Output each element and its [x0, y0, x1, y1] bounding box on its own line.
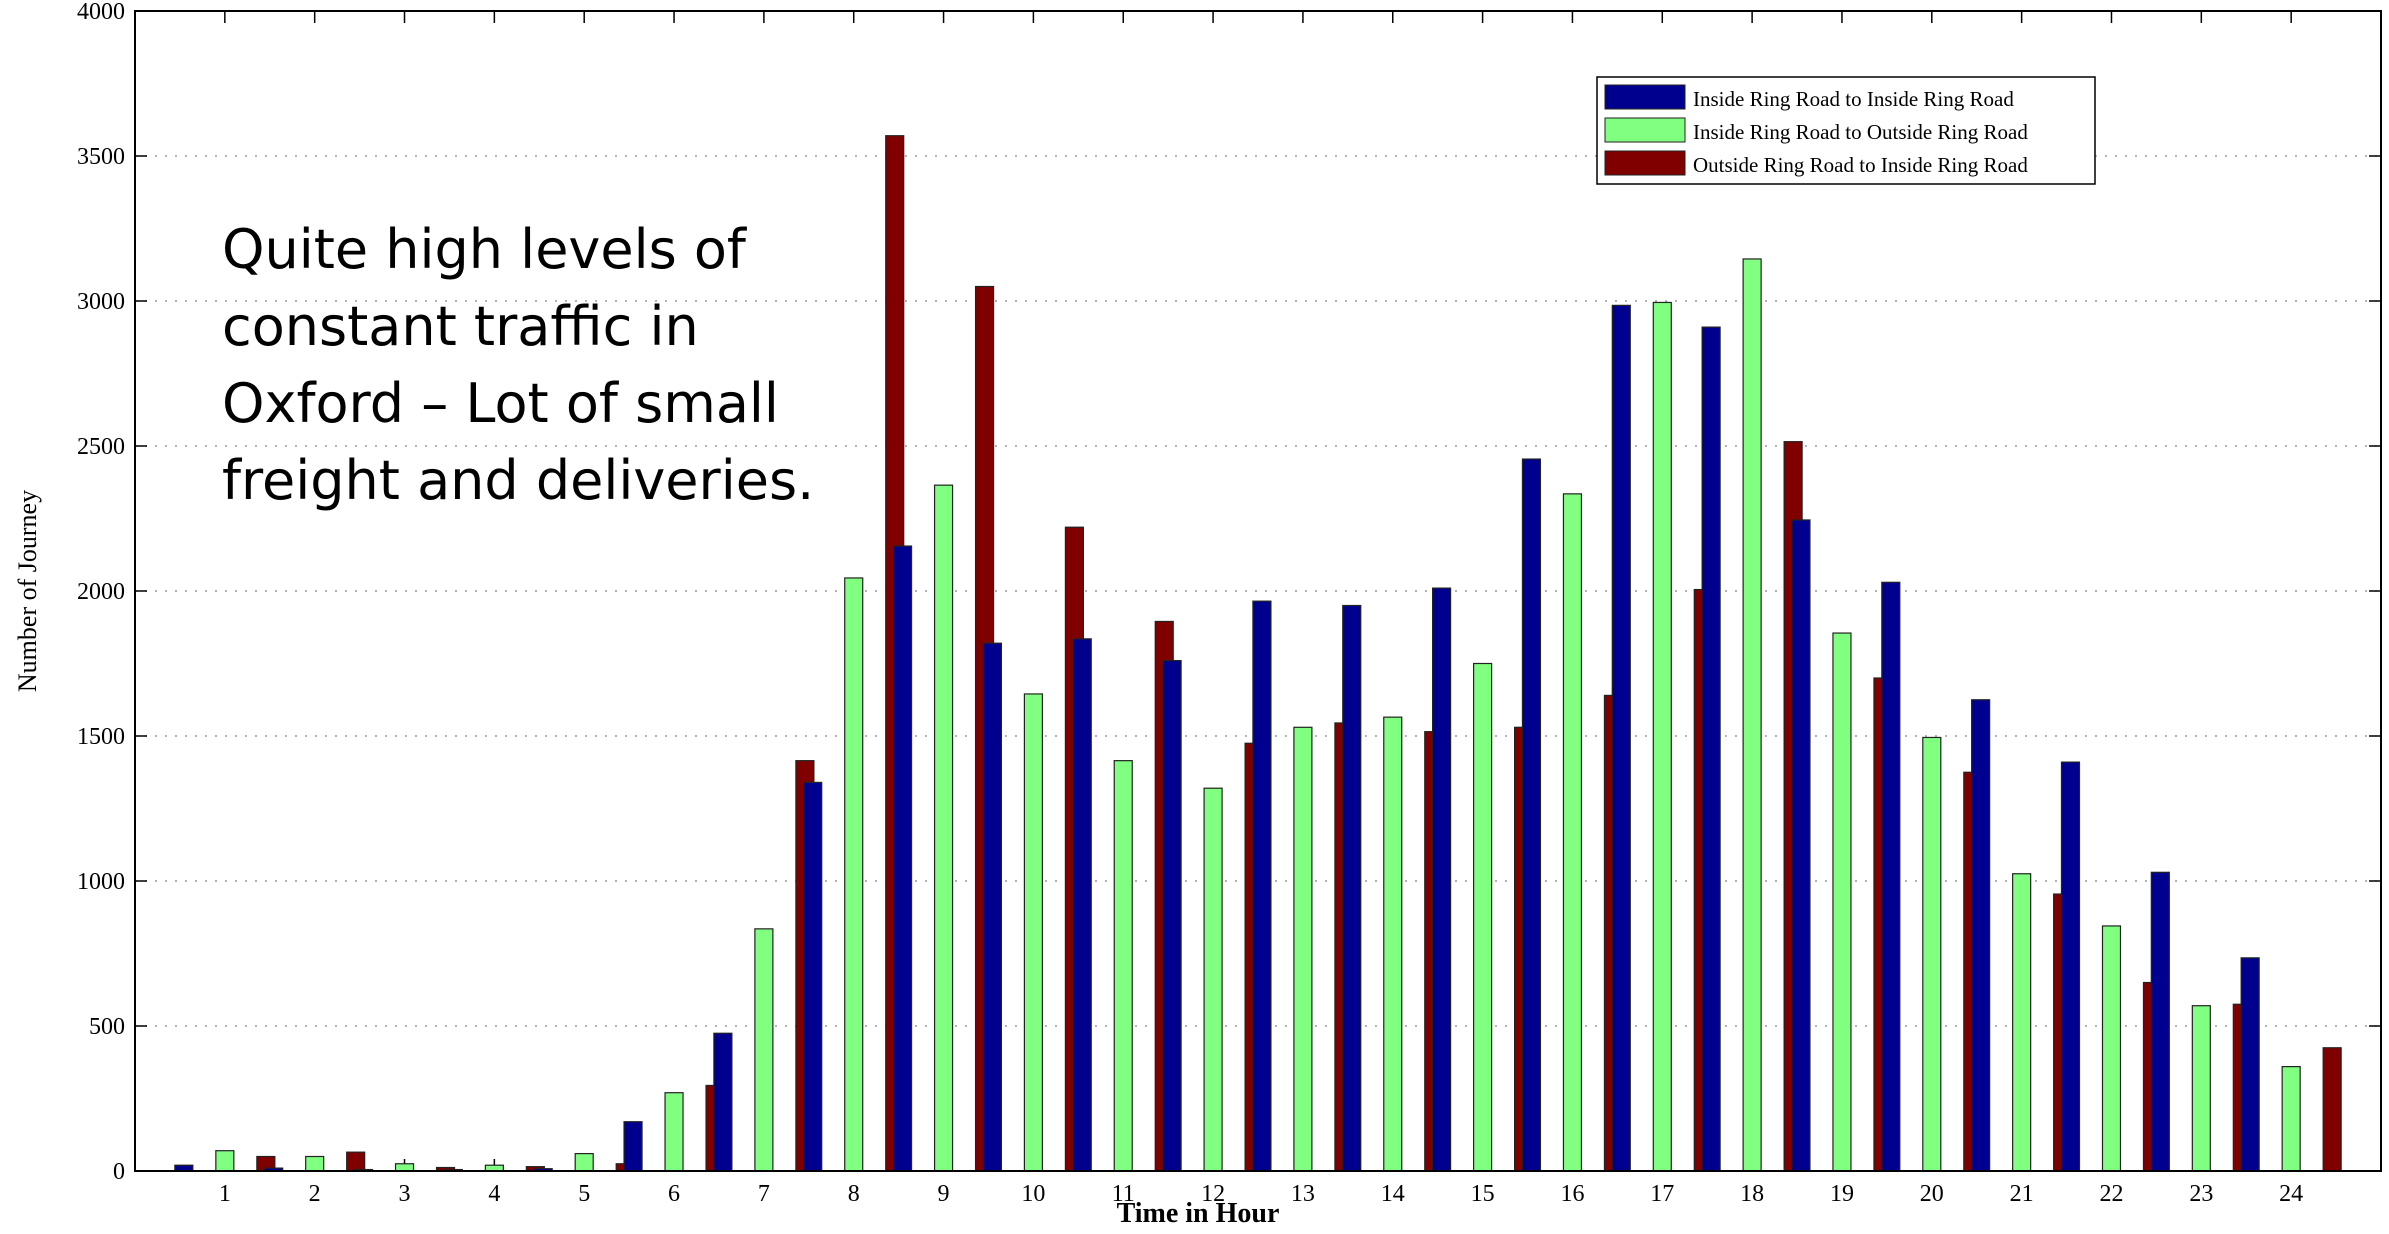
bar: [623, 1121, 643, 1172]
x-tick-label: 24: [2279, 1181, 2303, 1207]
x-tick-label: 10: [1021, 1181, 1045, 1207]
y-axis-label: Number of Journey: [13, 490, 42, 692]
x-tick-label: 9: [938, 1181, 950, 1207]
bar: [1562, 493, 1583, 1172]
bar: [2322, 1047, 2342, 1172]
x-tick-label: 19: [1830, 1181, 1854, 1207]
x-tick-label: 18: [1740, 1181, 1764, 1207]
bar: [1742, 258, 1762, 1172]
x-tick-label: 6: [668, 1181, 680, 1207]
x-tick-label: 22: [2099, 1181, 2123, 1207]
bar: [2060, 761, 2081, 1172]
legend-label: Inside Ring Road to Outside Ring Road: [1693, 120, 2028, 144]
bar: [754, 928, 774, 1172]
x-tick-label: 11: [1112, 1181, 1135, 1207]
plot-frame: [134, 10, 2382, 1172]
y-tick-label: 1500: [77, 724, 125, 750]
bar: [574, 1152, 594, 1172]
bar: [2012, 873, 2032, 1172]
bar: [1293, 726, 1313, 1172]
x-tick-label: 20: [1920, 1181, 1944, 1207]
bar: [1791, 519, 1811, 1172]
bar: [305, 1155, 325, 1172]
legend-swatch: [1604, 150, 1686, 176]
y-tick-label: 1000: [77, 869, 125, 895]
legend-label: Outside Ring Road to Inside Ring Road: [1693, 153, 2028, 177]
y-tick-label: 0: [113, 1159, 125, 1185]
x-tick-label: 7: [758, 1181, 770, 1207]
annotation: Oxford – Lot of small: [222, 372, 779, 435]
bar: [933, 484, 954, 1172]
annotation: constant traffic in: [222, 295, 699, 358]
bar: [803, 781, 823, 1172]
bar: [1431, 587, 1452, 1172]
y-tick-label: 3500: [77, 144, 125, 170]
bar: [1162, 659, 1182, 1172]
x-tick-label: 1: [219, 1181, 231, 1207]
bar: [1611, 304, 1631, 1172]
bar: [1832, 632, 1852, 1172]
bar: [1922, 736, 1942, 1172]
bar: [2281, 1065, 2301, 1172]
bar: [1383, 716, 1403, 1172]
legend-swatch: [1604, 117, 1686, 143]
y-tick-label: 2000: [77, 579, 125, 605]
annotation: Quite high levels of: [222, 218, 748, 281]
x-tick-label: 5: [578, 1181, 590, 1207]
bar: [1072, 638, 1092, 1172]
bar: [1252, 600, 1272, 1172]
x-tick-label: 17: [1650, 1181, 1674, 1207]
x-tick-label: 21: [2010, 1181, 2034, 1207]
x-tick-label: 14: [1381, 1181, 1405, 1207]
bar: [1701, 326, 1721, 1172]
x-tick-label: 13: [1291, 1181, 1315, 1207]
bar: [1971, 699, 1991, 1172]
bar: [982, 642, 1003, 1172]
y-tick-label: 4000: [77, 0, 125, 25]
bar: [664, 1092, 684, 1172]
bar: [346, 1151, 366, 1172]
x-tick-label: 4: [488, 1181, 500, 1207]
bar: [844, 577, 864, 1172]
bar: [1203, 787, 1223, 1172]
x-tick-label: 12: [1201, 1181, 1225, 1207]
bar: [2101, 925, 2122, 1172]
bar: [1881, 581, 1901, 1172]
bar: [1652, 301, 1672, 1172]
bar: [2191, 1005, 2211, 1172]
y-tick-label: 3000: [77, 289, 125, 315]
annotation: freight and deliveries.: [222, 449, 814, 512]
bar: [394, 1163, 415, 1172]
bar: [1521, 458, 1542, 1172]
x-tick-label: 16: [1560, 1181, 1584, 1207]
legend-swatch: [1604, 84, 1686, 110]
x-tick-label: 15: [1471, 1181, 1495, 1207]
legend-label: Inside Ring Road to Inside Ring Road: [1693, 87, 2014, 111]
bar: [1472, 662, 1493, 1172]
bar: [1113, 760, 1133, 1172]
x-tick-label: 2: [309, 1181, 321, 1207]
x-tick-label: 8: [848, 1181, 860, 1207]
bar: [1023, 693, 1044, 1172]
bar: [2240, 957, 2260, 1172]
bar: [2150, 871, 2170, 1172]
x-tick-label: 3: [399, 1181, 411, 1207]
bar: [1342, 604, 1362, 1172]
bar: [892, 545, 913, 1172]
x-tick-label: 23: [2189, 1181, 2213, 1207]
y-tick-label: 500: [89, 1014, 125, 1040]
bar: [215, 1150, 235, 1172]
bar: [713, 1032, 733, 1172]
y-tick-label: 2500: [77, 434, 125, 460]
legend: Inside Ring Road to Inside Ring Road Insi…: [1596, 76, 2096, 185]
x-axis-label: Time in Hour: [1117, 1198, 1280, 1229]
